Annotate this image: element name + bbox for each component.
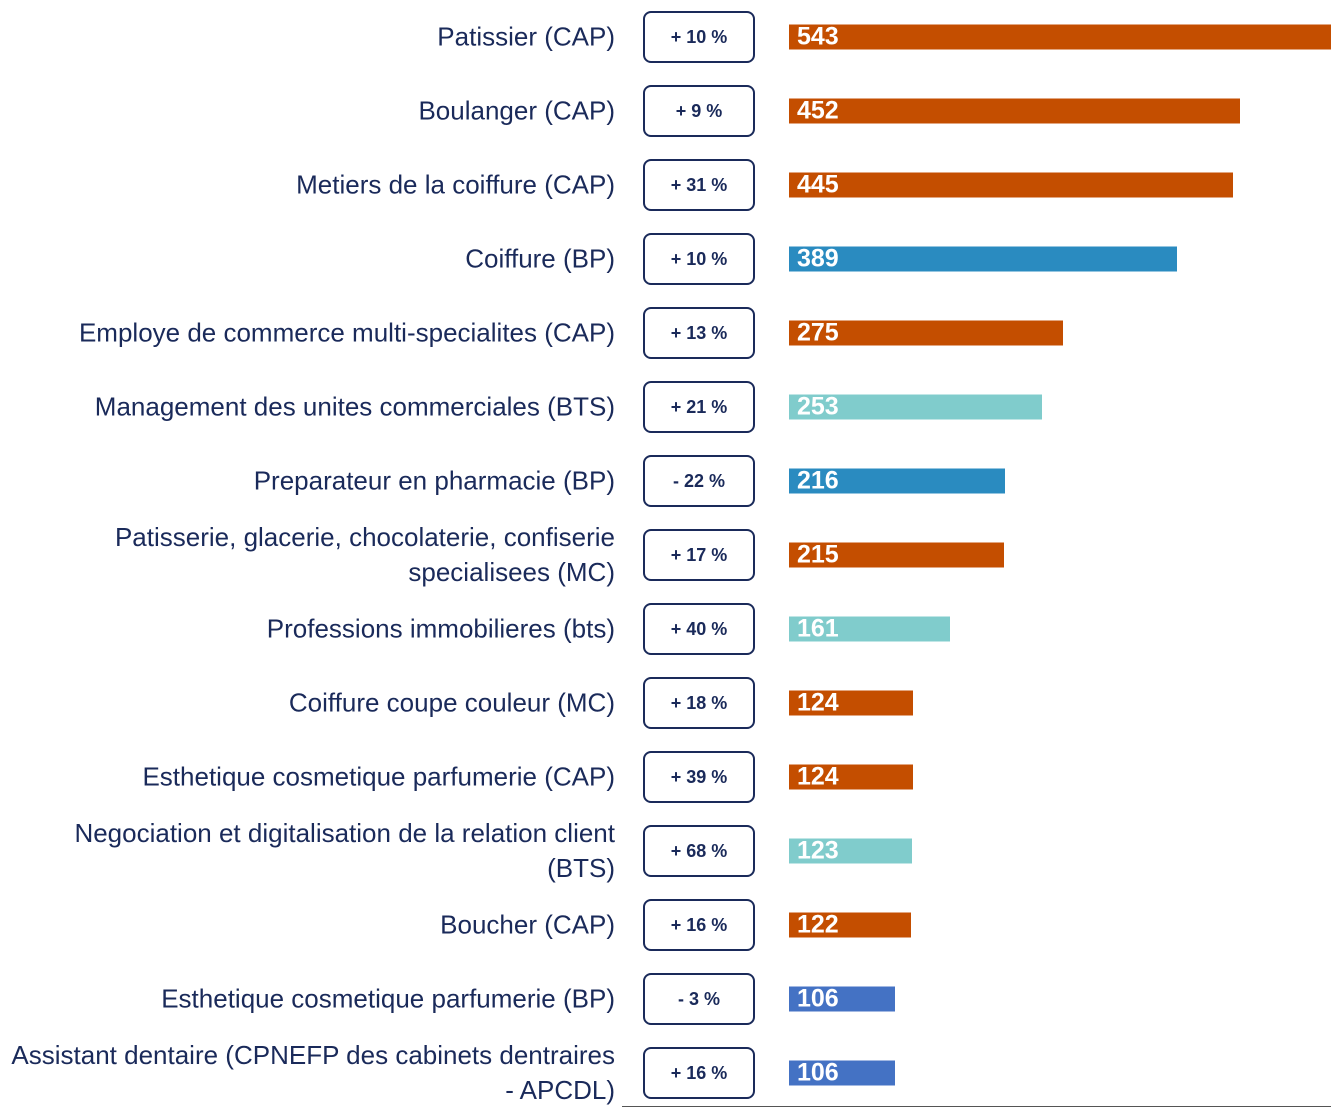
change-badge: + 39 %: [643, 751, 755, 803]
bar: [789, 764, 913, 790]
category-label: Metiers de la coiffure (CAP): [296, 169, 615, 200]
category-label: Boulanger (CAP): [418, 95, 615, 126]
value-label: 124: [797, 762, 839, 791]
bar: [789, 246, 1178, 272]
category-label: Assistant dentaire (CPNEFP des cabinets …: [11, 1040, 615, 1105]
value-label: 445: [797, 170, 839, 199]
value-label: 161: [797, 614, 839, 643]
category-label: Employe de commerce multi-specialites (C…: [78, 317, 615, 348]
category-label: Esthetique cosmetique parfumerie (BP): [161, 983, 615, 1014]
bar: [789, 468, 1005, 494]
change-badge: + 31 %: [643, 159, 755, 211]
value-label: 106: [797, 1058, 839, 1087]
value-label: 275: [797, 318, 839, 347]
value-label: 253: [797, 392, 839, 421]
change-badge: + 18 %: [643, 677, 755, 729]
value-label: 452: [797, 96, 839, 125]
value-label: 124: [797, 688, 839, 717]
category-label: Boucher (CAP): [440, 909, 615, 940]
category-label: Coiffure coupe couleur (MC): [288, 687, 615, 718]
bar: [789, 838, 912, 864]
change-badge: + 9 %: [643, 85, 755, 137]
category-label: Esthetique cosmetique parfumerie (CAP): [142, 761, 615, 792]
bar: [789, 912, 911, 938]
value-label: 106: [797, 984, 839, 1013]
baseline: [622, 1106, 1331, 1107]
category-label: Coiffure (BP): [465, 243, 615, 274]
bar: [789, 1060, 895, 1086]
bar: [789, 542, 1004, 568]
value-label: 122: [797, 910, 839, 939]
bar: [789, 24, 1331, 50]
category-label: Management des unites commerciales (BTS): [94, 391, 615, 422]
bar: [789, 986, 895, 1012]
category-label: Patissier (CAP): [437, 21, 615, 52]
value-label: 389: [797, 244, 839, 273]
value-label: 123: [797, 836, 839, 865]
category-label: Professions immobilieres (bts): [266, 613, 615, 644]
bar: [789, 320, 1064, 346]
change-badge: + 16 %: [643, 1047, 755, 1099]
change-badge: + 21 %: [643, 381, 755, 433]
change-badge: + 10 %: [643, 233, 755, 285]
bar: [789, 98, 1241, 124]
change-badge: + 17 %: [643, 529, 755, 581]
bar: [789, 616, 950, 642]
change-badge: + 40 %: [643, 603, 755, 655]
change-badge: + 16 %: [643, 899, 755, 951]
category-label: Patisserie, glacerie, chocolaterie, conf…: [114, 522, 615, 587]
category-label: Negociation et digitalisation de la rela…: [74, 818, 615, 883]
bar: [789, 690, 913, 716]
change-badge: - 3 %: [643, 973, 755, 1025]
category-label: Preparateur en pharmacie (BP): [253, 465, 615, 496]
value-label: 216: [797, 466, 839, 495]
change-badge: + 68 %: [643, 825, 755, 877]
change-badge: - 22 %: [643, 455, 755, 507]
change-badge: + 10 %: [643, 11, 755, 63]
value-label: 215: [797, 540, 839, 569]
value-label: 543: [797, 22, 839, 51]
change-badge: + 13 %: [643, 307, 755, 359]
bar: [789, 394, 1042, 420]
bar: [789, 172, 1234, 198]
